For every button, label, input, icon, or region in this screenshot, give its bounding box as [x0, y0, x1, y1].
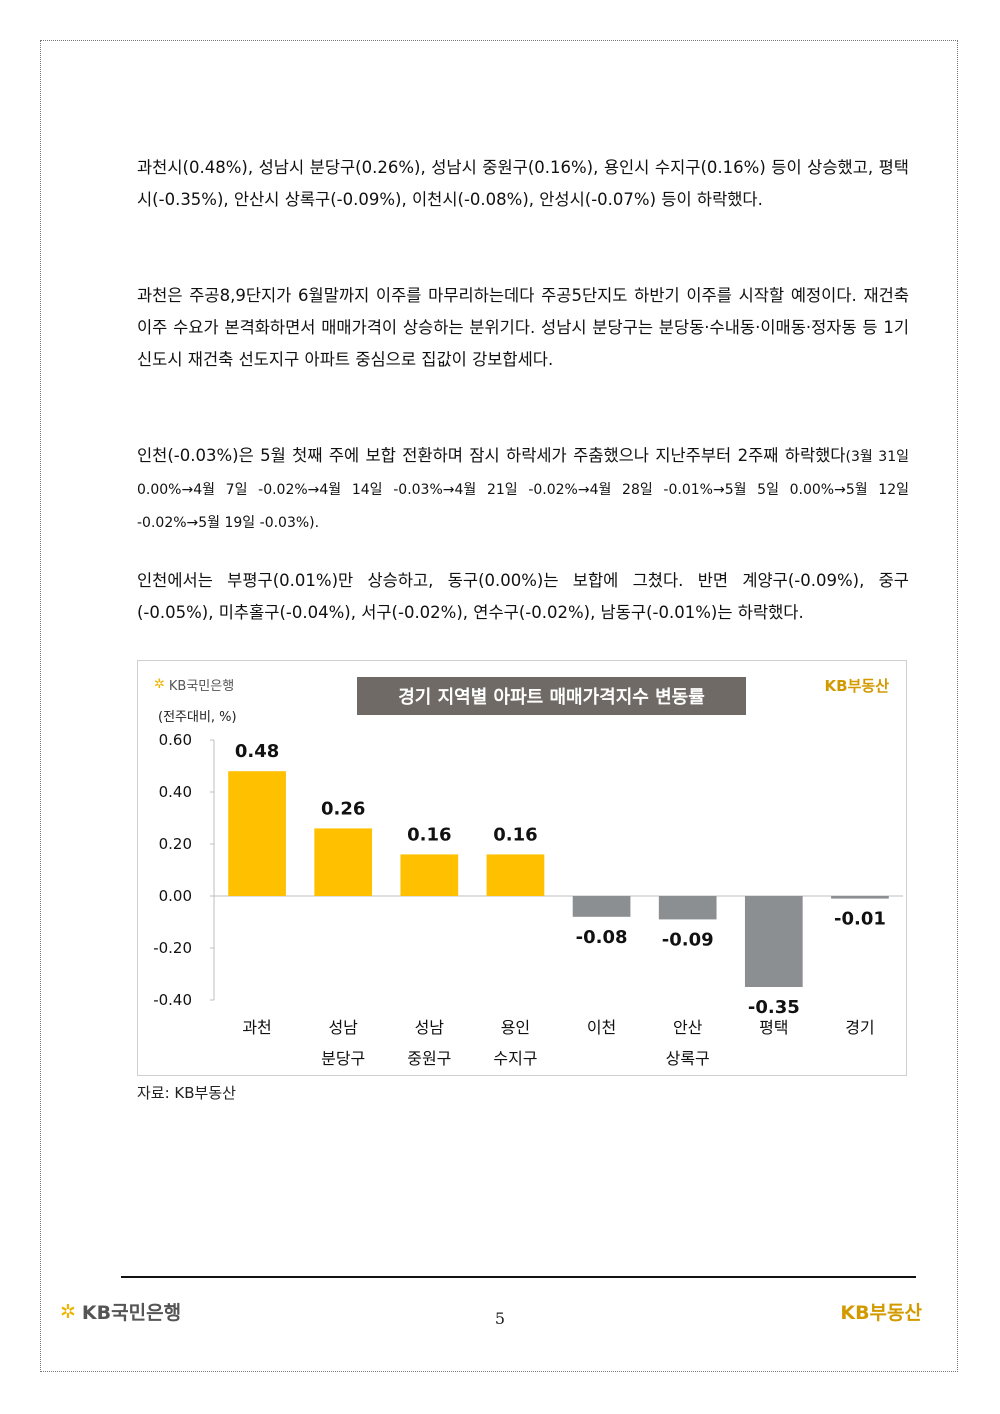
footer-kb-bank-logo: ✲ KB국민은행 — [60, 1298, 181, 1325]
bar-7 — [831, 896, 889, 899]
y-tick-label: 0.20 — [159, 835, 192, 853]
x-category-label: 수지구 — [493, 1049, 537, 1068]
footer-kb-realestate-logo: KB부동산 — [840, 1302, 922, 1324]
x-category-label: 상록구 — [666, 1049, 710, 1068]
x-category-label: 경기 — [845, 1018, 874, 1037]
bar-3 — [486, 854, 545, 896]
bar-value-label: 0.16 — [407, 824, 451, 845]
kb-bank-logo-text: KB국민은행 — [168, 679, 235, 694]
paragraph-incheon-timeline: (3월 31일 0.00%→4월 7일 -0.02%→4월 14일 -0.03%… — [137, 449, 909, 531]
bar-value-label: 0.48 — [235, 741, 279, 762]
bar-0 — [228, 771, 286, 896]
bar-value-label: 0.16 — [493, 824, 537, 845]
kb-bank-logo: ✲ KB국민은행 — [154, 675, 234, 694]
kb-star-icon: ✲ — [60, 1300, 76, 1323]
y-tick-label: 0.40 — [159, 783, 192, 801]
bar-value-label: -0.01 — [834, 909, 886, 930]
y-tick-label: -0.20 — [153, 939, 192, 957]
paragraph-incheon-main: 인천(-0.03%)은 5월 첫째 주에 보합 전환하며 잠시 하락세가 주춤했… — [137, 446, 846, 465]
paragraph-gwacheon: 과천은 주공8,9단지가 6월말까지 이주를 마무리하는데다 주공5단지도 하반… — [137, 286, 909, 369]
chart-unit-label: (전주대비, %) — [158, 710, 237, 725]
bar-value-label: 0.26 — [321, 798, 365, 819]
paragraph-incheon-districts: 인천에서는 부평구(0.01%)만 상승하고, 동구(0.00%)는 보합에 그… — [137, 571, 909, 622]
x-category-label: 성남 — [415, 1018, 445, 1037]
bar-value-label: -0.08 — [576, 927, 628, 948]
bar-value-label: -0.09 — [662, 929, 714, 950]
bar-chart: 0.60 0.40 0.20 0.00 -0.20 -0.40 0.48 과천 0.26 성남분당… — [153, 731, 903, 1068]
bar-1 — [314, 828, 373, 896]
y-tick-label: 0.00 — [159, 887, 192, 905]
y-tick-label: -0.40 — [153, 991, 192, 1009]
chart-container: ✲ KB국민은행 경기 지역별 아파트 매매가격지수 변동률 KB부동산 (전주… — [137, 660, 907, 1076]
kb-star-icon: ✲ — [154, 677, 165, 692]
x-category-label: 중원구 — [407, 1049, 451, 1068]
bar-6 — [744, 896, 803, 987]
bar-4 — [572, 896, 631, 917]
page-border — [40, 40, 958, 1372]
x-category-label: 이천 — [587, 1018, 616, 1037]
bar-5 — [658, 896, 717, 920]
x-category-label: 안산 — [673, 1018, 703, 1037]
source-note: 자료: KB부동산 — [137, 1084, 236, 1102]
x-category-label: 성남 — [328, 1018, 358, 1037]
x-category-label: 평택 — [759, 1018, 788, 1037]
page-number: 5 — [494, 1309, 506, 1328]
x-category-label: 과천 — [242, 1018, 271, 1037]
paragraph-gyeonggi-summary: 과천시(0.48%), 성남시 분당구(0.26%), 성남시 중원구(0.16… — [137, 158, 909, 209]
footer-kb-bank-text: KB국민은행 — [81, 1302, 182, 1324]
bar-2 — [400, 854, 459, 896]
kb-realestate-logo: KB부동산 — [824, 677, 889, 695]
bar-value-label: -0.35 — [748, 997, 800, 1018]
y-tick-label: 0.60 — [159, 731, 192, 749]
paragraph-incheon: 인천(-0.03%)은 5월 첫째 주에 보합 전환하며 잠시 하락세가 주춤했… — [137, 440, 909, 539]
chart-title: 경기 지역별 아파트 매매가격지수 변동률 — [357, 677, 746, 715]
x-category-label: 용인 — [501, 1018, 530, 1037]
footer-divider — [121, 1276, 916, 1278]
x-category-label: 분당구 — [321, 1049, 365, 1068]
